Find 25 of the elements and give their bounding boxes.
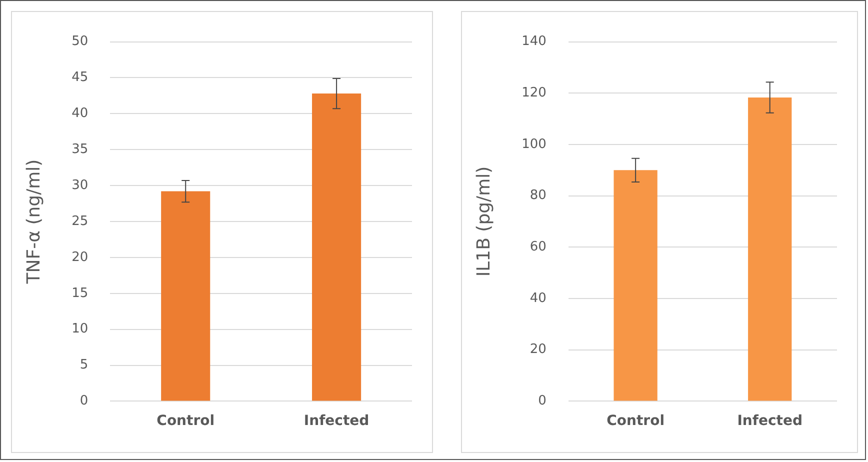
x-tick-label: Control xyxy=(606,413,664,430)
y-tick-label: 0 xyxy=(80,394,88,409)
y-tick-label: 25 xyxy=(72,214,88,229)
y-tick-label: 35 xyxy=(72,142,88,157)
y-tick-label: 140 xyxy=(522,34,546,50)
y-tick-label: 120 xyxy=(522,86,546,101)
y-tick-label: 100 xyxy=(522,136,546,152)
x-tick-label: Infected xyxy=(737,413,802,430)
y-tick-label: 20 xyxy=(530,342,546,358)
y-tick-label: 10 xyxy=(72,322,88,337)
y-tick-label: 0 xyxy=(538,394,546,409)
y-tick-label: 50 xyxy=(72,34,88,50)
x-tick-label: Infected xyxy=(304,413,370,430)
y-axis-title: TNF-α (ng/ml) xyxy=(23,159,44,285)
y-tick-label: 60 xyxy=(530,240,546,255)
y-tick-label: 15 xyxy=(72,286,88,301)
y-tick-label: 80 xyxy=(530,188,546,204)
y-tick-label: 40 xyxy=(72,106,88,122)
x-tick-label: Control xyxy=(156,413,215,430)
y-tick-label: 45 xyxy=(72,70,88,86)
y-tick-label: 30 xyxy=(72,178,88,193)
y-tick-label: 20 xyxy=(72,250,88,265)
y-tick-label: 40 xyxy=(530,290,546,306)
y-axis-title: IL1B (pg/ml) xyxy=(473,166,494,277)
y-tick-label: 5 xyxy=(80,358,88,373)
